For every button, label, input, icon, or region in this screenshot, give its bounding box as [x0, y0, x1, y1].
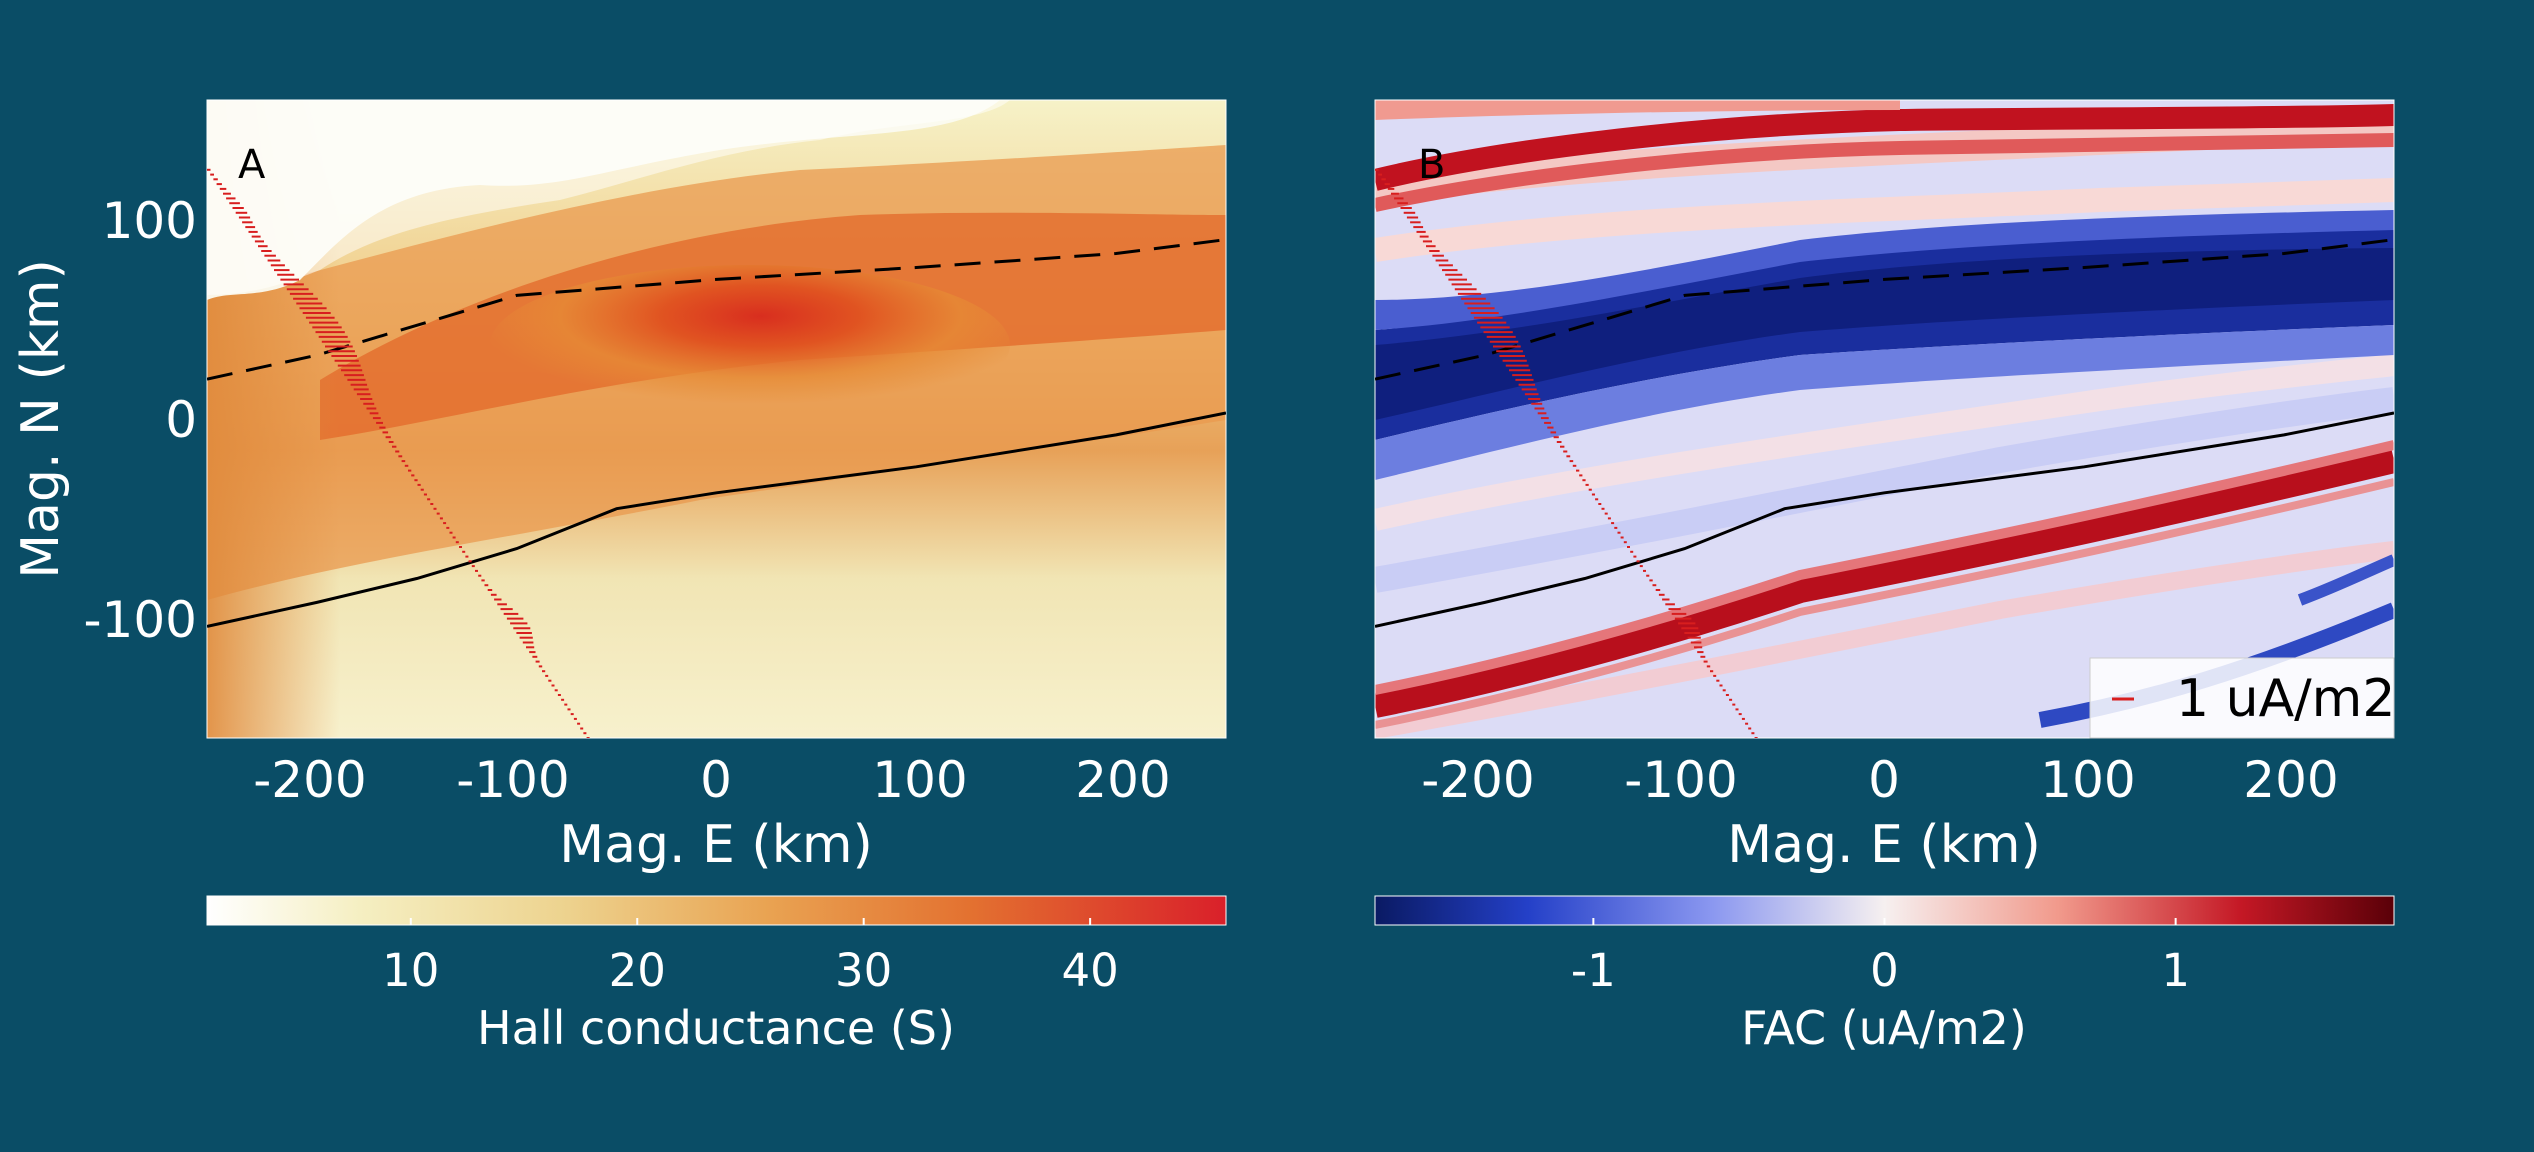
fac-map	[1375, 100, 2394, 738]
x-tick-label: -200	[253, 751, 366, 809]
y-ticks-a: 100 0 -100	[84, 192, 197, 649]
colorbar-hall-gradient	[206, 895, 1227, 926]
boundary-solid-line	[207, 411, 1226, 628]
x-tick-label: -200	[1421, 751, 1534, 809]
x-tick-label: 200	[2243, 751, 2338, 809]
colorbar-tick-label: 40	[1062, 944, 1119, 997]
x-tick-label: -100	[456, 751, 569, 809]
x-tick-label: 200	[1075, 751, 1170, 809]
x-tick-label: 0	[1868, 751, 1900, 809]
hall-conductance-map	[207, 100, 1226, 738]
legend-label: 1 uA/m2	[2176, 669, 2395, 729]
x-ticks-b: -200 -100 0 100 200	[1421, 751, 2338, 809]
boundary-solid-line	[1375, 411, 2394, 628]
x-tick-label: 0	[700, 751, 732, 809]
x-axis-label-b: Mag. E (km)	[1727, 815, 2041, 875]
colorbar-tick-label: 30	[835, 944, 892, 997]
panel-label-b: B	[1418, 142, 1445, 188]
vector-arrows	[207, 168, 590, 738]
colorbar-fac-label: FAC (uA/m2)	[1741, 1001, 2027, 1055]
colorbar-tick-label: 10	[382, 944, 439, 997]
colorbar-tick-label: 1	[2161, 944, 2190, 997]
x-tick-label: 100	[2040, 751, 2135, 809]
colorbar-fac-ticks: -1 0 1	[1571, 918, 2190, 997]
x-tick-label: 100	[872, 751, 967, 809]
legend-box	[2089, 657, 2395, 739]
colorbar-hall: 10 20 30 40 Hall conductance (S)	[206, 895, 1227, 1055]
panel-label-a: A	[238, 142, 266, 188]
y-axis-label: Mag. N (km)	[11, 259, 71, 579]
colorbar-fac: -1 0 1 FAC (uA/m2)	[1374, 895, 2395, 1055]
colorbar-hall-ticks: 10 20 30 40	[382, 918, 1119, 997]
legend: 1 uA/m2	[2089, 657, 2395, 739]
panel-b: B 1 uA/m2 -200 -100 0 100 200 Mag. E (km…	[1374, 99, 2395, 1055]
x-tick-label: -100	[1624, 751, 1737, 809]
panel-a: A -200 -100 0 100 200 100 0 -100 Mag. E …	[11, 99, 1227, 1055]
colorbar-hall-label: Hall conductance (S)	[477, 1001, 955, 1055]
vector-arrows	[1375, 168, 1758, 738]
x-ticks-a: -200 -100 0 100 200	[253, 751, 1170, 809]
x-axis-label-a: Mag. E (km)	[559, 815, 873, 875]
y-tick-label: 100	[102, 192, 197, 250]
y-tick-label: -100	[84, 591, 197, 649]
colorbar-tick-label: -1	[1571, 944, 1616, 997]
colorbar-tick-label: 0	[1870, 944, 1899, 997]
y-tick-label: 0	[165, 391, 197, 449]
colorbar-tick-label: 20	[609, 944, 666, 997]
